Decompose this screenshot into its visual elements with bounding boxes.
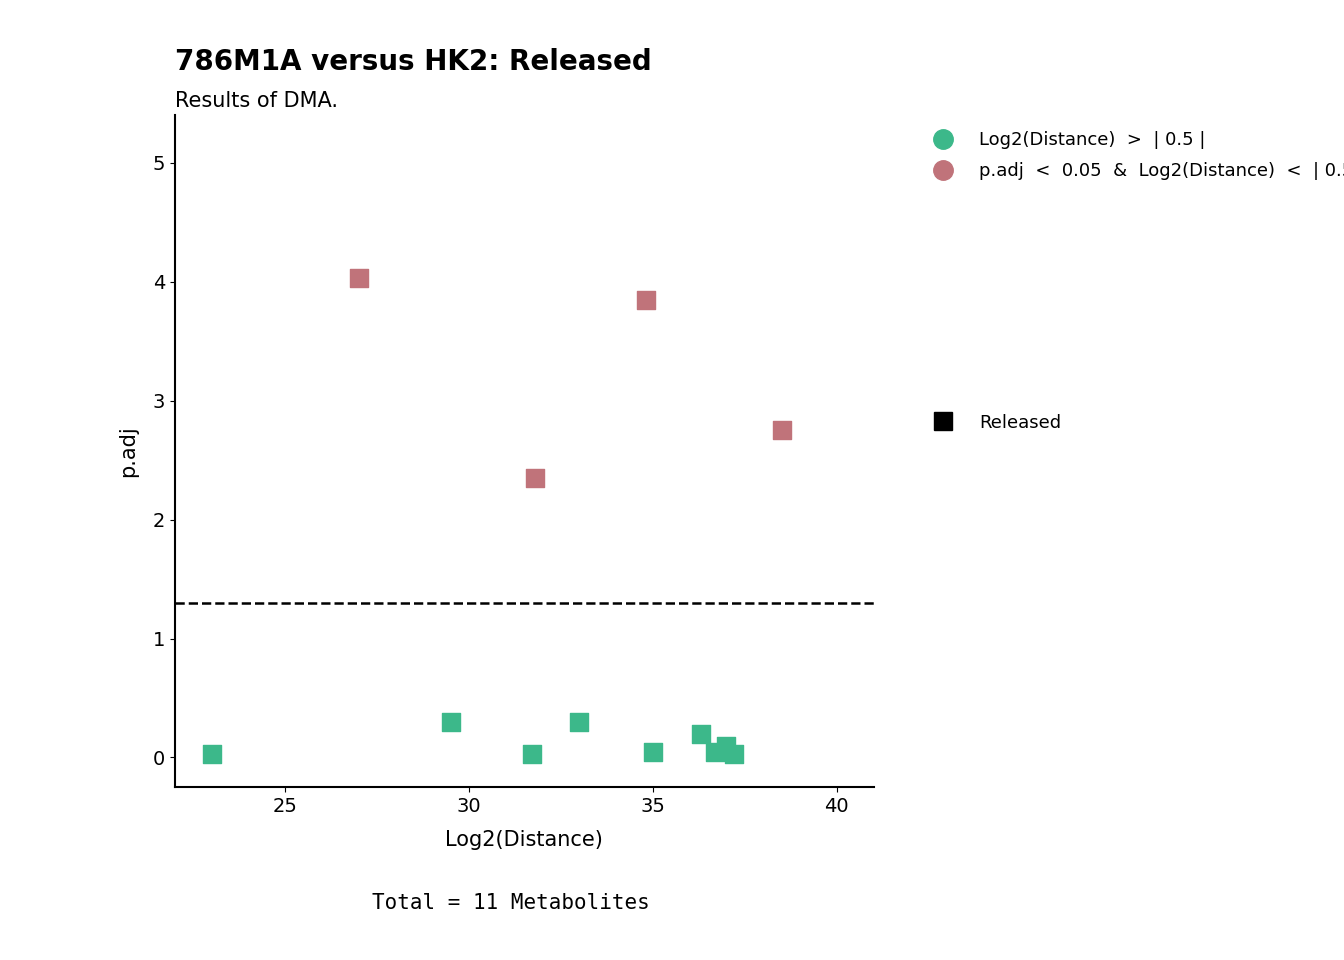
Point <box>200 746 222 761</box>
Point <box>348 271 370 286</box>
Point <box>689 726 711 741</box>
Point <box>723 746 745 761</box>
Point <box>524 470 546 486</box>
Point <box>439 714 461 730</box>
X-axis label: Log2(Distance): Log2(Distance) <box>445 829 603 850</box>
Text: Results of DMA.: Results of DMA. <box>175 91 337 111</box>
Legend: Released: Released <box>918 406 1068 439</box>
Point <box>520 746 542 761</box>
Point <box>642 744 664 759</box>
Y-axis label: p.adj: p.adj <box>118 425 138 477</box>
Text: Total = 11 Metabolites: Total = 11 Metabolites <box>372 893 649 913</box>
Point <box>569 714 590 730</box>
Point <box>771 422 793 438</box>
Point <box>634 292 656 307</box>
Point <box>704 744 726 759</box>
Point <box>716 738 738 754</box>
Text: 786M1A versus HK2: Released: 786M1A versus HK2: Released <box>175 48 652 76</box>
